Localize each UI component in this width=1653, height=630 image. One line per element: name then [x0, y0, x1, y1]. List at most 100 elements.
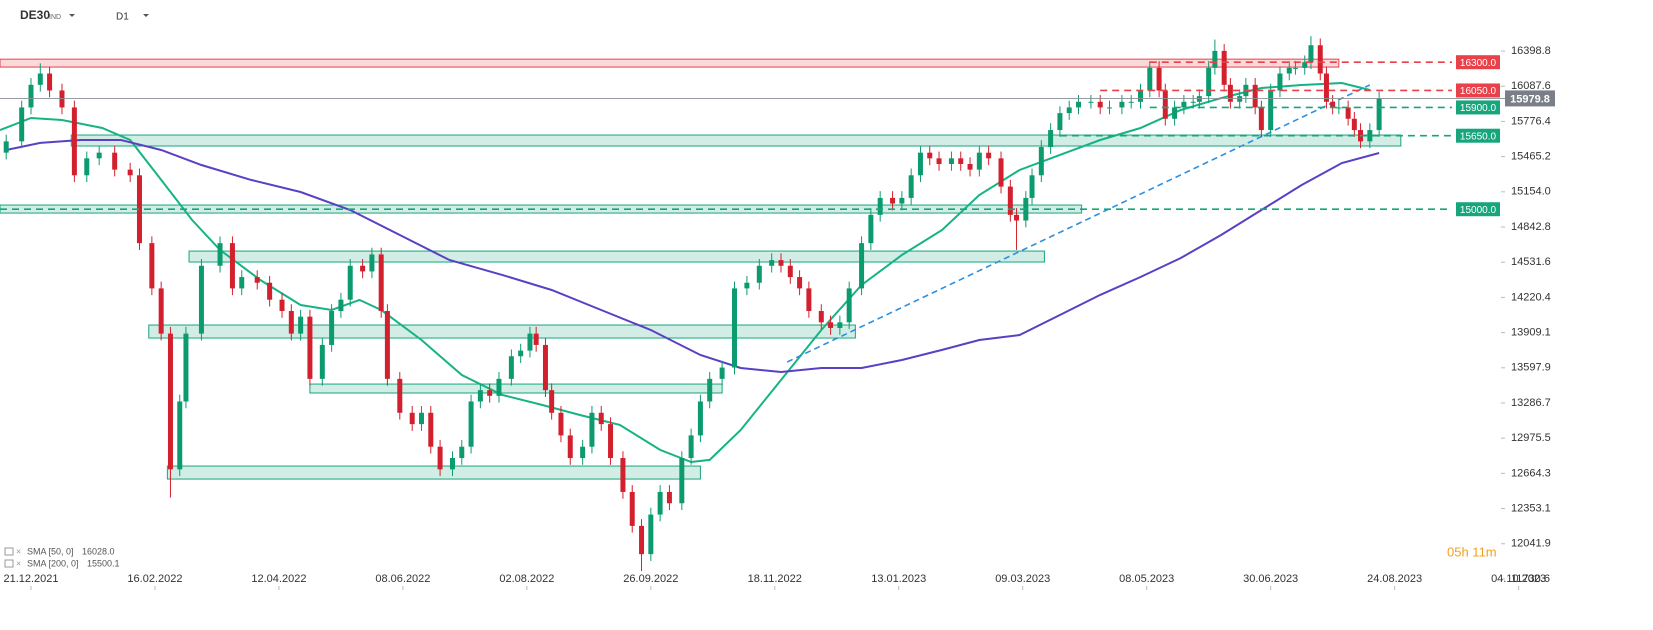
candle-body	[769, 260, 775, 266]
candle-body	[1351, 118, 1357, 131]
candle-body	[998, 158, 1004, 187]
candle-body	[177, 401, 183, 470]
candle-body	[149, 243, 155, 289]
candle-body	[37, 73, 43, 85]
candle-body	[948, 158, 954, 164]
candle-body	[818, 311, 824, 323]
level-label: 16050.0	[1460, 86, 1497, 97]
zone	[0, 58, 1340, 68]
candle-body	[167, 333, 173, 470]
y-tick-label: 13909.1	[1511, 326, 1551, 338]
level-tag	[1456, 128, 1500, 143]
candle-body	[518, 350, 524, 357]
candle-body	[1268, 90, 1274, 131]
candle-body	[1128, 101, 1134, 103]
candle-body	[1181, 101, 1187, 108]
x-tick-label: 21.12.2021	[3, 573, 58, 585]
candle-body	[1330, 101, 1336, 108]
candle-body	[198, 265, 204, 334]
candle-body	[908, 175, 914, 198]
candle-body	[378, 254, 384, 312]
candle-body	[397, 378, 403, 413]
zone	[166, 465, 701, 480]
candle-body	[533, 333, 539, 345]
candle-body	[1206, 67, 1212, 97]
candle-body	[267, 282, 273, 300]
candle-body	[329, 311, 335, 345]
candle-body	[1007, 186, 1013, 215]
candle-body	[59, 90, 65, 108]
candle-body	[288, 311, 294, 334]
x-tick-label: 16.02.2022	[127, 573, 182, 585]
candle-body	[744, 282, 750, 289]
candle-body	[958, 158, 964, 164]
legend-icon	[4, 547, 14, 556]
candle-body	[1258, 107, 1264, 131]
candle-body	[927, 152, 933, 159]
candle-body	[1172, 107, 1178, 119]
candle-body	[828, 322, 834, 328]
y-tick-label: 14220.4	[1511, 291, 1551, 303]
candle-body	[1376, 98, 1382, 131]
candle-body	[859, 243, 865, 289]
y-tick-label: 14531.6	[1511, 256, 1551, 268]
candle-body	[1221, 50, 1227, 85]
candle-body	[468, 401, 474, 447]
candle-body	[47, 73, 53, 91]
candle-body	[449, 458, 455, 470]
candle-body	[1336, 107, 1342, 109]
y-tick-label: 12041.9	[1511, 538, 1551, 550]
candle-body	[976, 152, 982, 170]
candle-body	[338, 299, 344, 312]
x-tick-label: 04.10.2023	[1491, 573, 1546, 585]
dropdown-caret[interactable]	[69, 14, 75, 17]
level-tag	[1456, 100, 1500, 115]
legend-icon-close: ×	[16, 546, 21, 556]
candle-body	[967, 163, 973, 170]
candle-body	[527, 333, 533, 351]
candle-body	[1137, 90, 1143, 102]
trendline	[786, 84, 1371, 363]
y-tick-label: 15465.2	[1511, 151, 1551, 163]
candle-body	[1097, 101, 1103, 108]
y-tick-label: 12664.3	[1511, 467, 1551, 479]
candle-body	[409, 412, 415, 425]
timeframe[interactable]: D1	[116, 12, 129, 23]
candle-body	[899, 197, 905, 204]
candle-body	[1323, 73, 1329, 102]
candle-body	[580, 446, 586, 459]
legend-name: SMA [50, 0]	[27, 546, 74, 556]
symbol[interactable]: DE30	[20, 8, 50, 22]
candle-body	[620, 458, 626, 492]
candle-body	[71, 107, 77, 176]
x-tick-label: 18.11.2022	[748, 573, 802, 585]
y-tick-label: 16398.8	[1511, 45, 1551, 57]
candle-body	[917, 152, 923, 176]
candle-body	[319, 344, 325, 379]
candle-body	[1119, 101, 1125, 108]
x-tick-label: 09.03.2023	[995, 573, 1050, 585]
candle-body	[1345, 107, 1351, 119]
y-tick-label: 11730.6	[1511, 573, 1550, 585]
candle-body	[1066, 107, 1072, 114]
x-tick-label: 13.01.2023	[871, 573, 926, 585]
candle-body	[549, 390, 555, 413]
candle-body	[1057, 113, 1063, 131]
dropdown-caret[interactable]	[143, 14, 149, 17]
candle-body	[217, 243, 223, 266]
symbol-suffix: IND	[49, 14, 61, 21]
candle-body	[3, 141, 9, 153]
candle-body	[1252, 84, 1258, 108]
level-label: 15900.0	[1460, 103, 1497, 114]
candle-body	[496, 378, 502, 396]
candle-body	[1076, 101, 1082, 108]
candle-body	[28, 84, 34, 108]
y-tick-label: 13286.7	[1511, 397, 1551, 409]
legend-icon-close: ×	[16, 558, 21, 568]
candle-body	[639, 525, 645, 555]
candle-body	[360, 265, 366, 272]
candle-body	[1237, 96, 1243, 102]
candle-body	[112, 152, 118, 170]
